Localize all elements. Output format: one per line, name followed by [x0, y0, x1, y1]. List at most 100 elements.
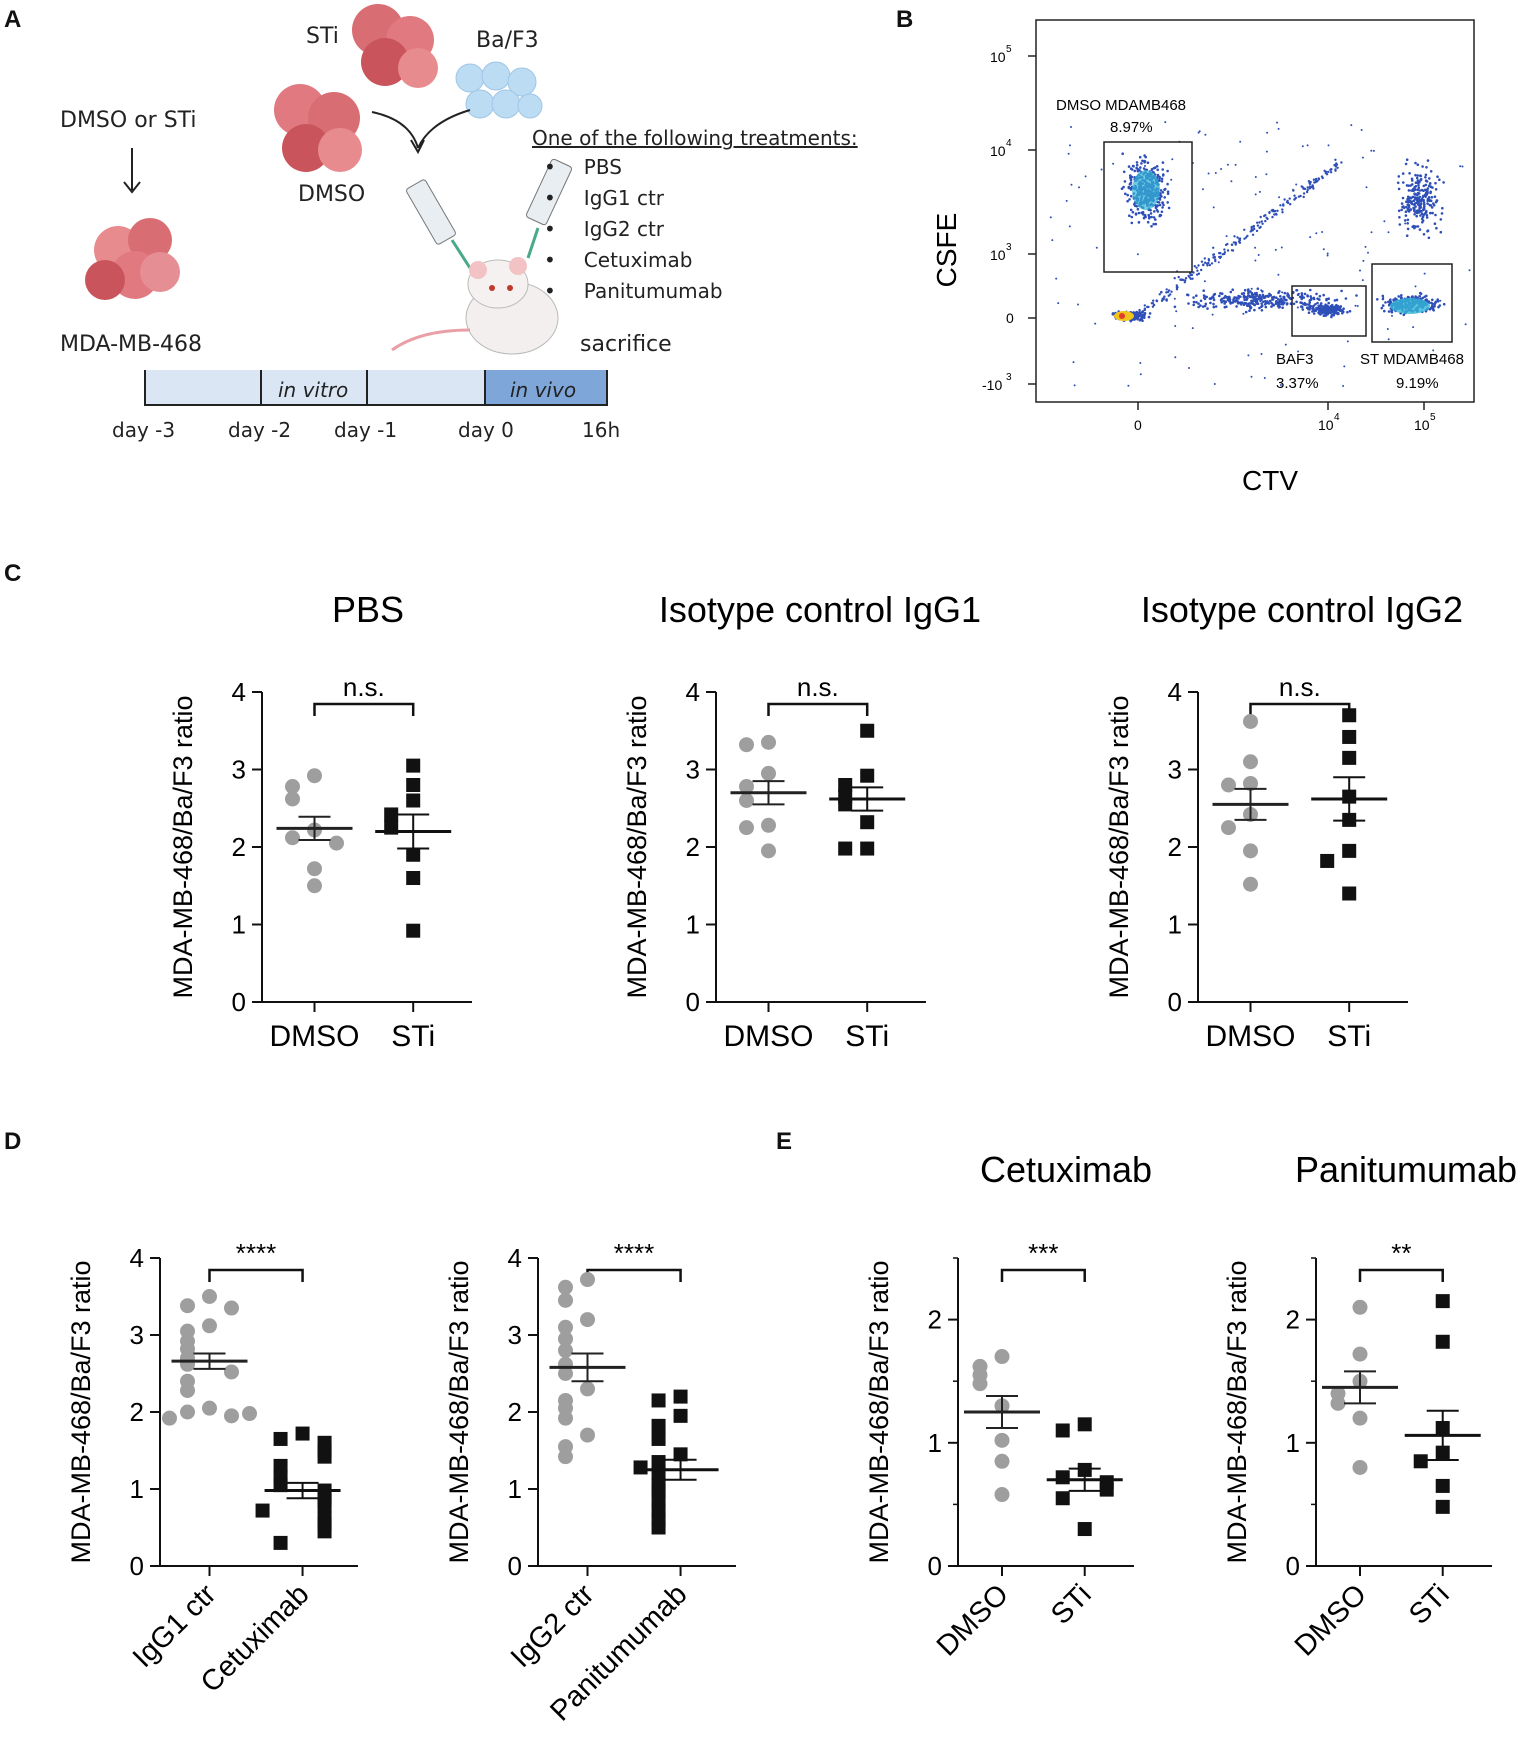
- flow-event-dot: [1158, 179, 1161, 182]
- flow-event-dot: [1255, 302, 1259, 305]
- flow-event-dot: [1243, 237, 1246, 240]
- significance-bracket: [767, 702, 869, 716]
- data-point: [651, 1418, 666, 1433]
- flow-event-dot: [1418, 294, 1421, 298]
- flow-event-dot: [1316, 301, 1319, 305]
- data-point: [1099, 1482, 1114, 1497]
- flow-event-dot: [1320, 310, 1324, 313]
- flow-event-dot: [1397, 295, 1400, 298]
- y-tick-label: 0: [928, 1551, 942, 1581]
- flow-event-dot: [1136, 169, 1140, 173]
- dmso-or-sti-label: DMSO or STi: [60, 108, 197, 133]
- flow-event-dot: [1122, 185, 1125, 189]
- flow-event-dot: [1439, 230, 1443, 234]
- data-point: [673, 1408, 688, 1423]
- flow-event-dot: [1209, 301, 1212, 305]
- significance-label: n.s.: [343, 672, 385, 702]
- flow-event-dot: [1231, 288, 1234, 292]
- flow-event-dot: [1126, 193, 1129, 197]
- flow-event-dot: [1220, 300, 1223, 304]
- flow-event-dot: [1289, 203, 1292, 206]
- flow-event-dot: [1255, 294, 1258, 298]
- flow-event-dot: [1150, 215, 1153, 219]
- flow-event-dot: [1332, 313, 1335, 317]
- flow-event-dot: [1406, 295, 1410, 299]
- flow-event-dot: [1408, 172, 1411, 175]
- flow-event-dot: [1468, 269, 1471, 272]
- day-label: day -3: [112, 418, 176, 442]
- data-point: [317, 1524, 332, 1539]
- flow-event-dot: [1190, 273, 1194, 277]
- flow-event-dot: [1424, 179, 1428, 182]
- flow-event-dot: [1250, 287, 1253, 290]
- flow-event-dot: [1426, 229, 1429, 233]
- data-point: [860, 815, 875, 830]
- flow-event-dot: [1258, 190, 1261, 193]
- flow-event-dot: [1165, 288, 1168, 291]
- flow-event-dot: [1173, 297, 1176, 300]
- flow-event-dot: [1219, 298, 1223, 302]
- flow-event-dot: [1421, 220, 1424, 224]
- significance-bracket: [586, 1268, 682, 1282]
- flow-event-dot: [1383, 220, 1386, 223]
- flow-event-dot: [1324, 314, 1328, 317]
- flow-event-dot: [1203, 261, 1207, 264]
- flow-event-dot: [1281, 208, 1284, 211]
- flow-event-dot: [1249, 290, 1252, 293]
- flow-ytick: 10: [990, 49, 1006, 65]
- panel-label-a: A: [4, 6, 22, 33]
- flow-event-dot: [1328, 308, 1332, 311]
- flow-event-dot: [1073, 384, 1076, 387]
- flow-event-dot: [1246, 294, 1250, 297]
- flow-event-dot: [1160, 177, 1164, 181]
- data-point: [994, 1432, 1010, 1448]
- timeline-tick: [366, 370, 368, 406]
- flow-event-dot: [1281, 291, 1284, 294]
- flow-event-dot: [1210, 262, 1214, 265]
- flow-event-dot: [1302, 296, 1305, 299]
- flow-event-dot: [1112, 162, 1115, 165]
- flow-event-dot: [1261, 293, 1265, 297]
- flow-event-dot: [1226, 297, 1230, 300]
- data-point: [1435, 1294, 1450, 1309]
- y-tick-label: 4: [130, 1243, 144, 1273]
- flow-event-dot: [1339, 309, 1343, 312]
- flow-event-dot: [1406, 222, 1409, 225]
- y-axis-label: MDA-MB-468/Ba/F3 ratio: [864, 1260, 894, 1563]
- flow-event-dot: [1436, 298, 1439, 301]
- flow-event-dot: [1268, 211, 1271, 215]
- flow-event-dot: [1246, 234, 1249, 238]
- flow-event-dot: [1250, 299, 1253, 303]
- flow-event-dot: [1218, 251, 1221, 255]
- flow-event-dot: [1420, 197, 1424, 201]
- flow-event-dot: [1212, 253, 1216, 256]
- flow-event-dot: [1297, 292, 1300, 295]
- flow-event-dot: [1322, 293, 1325, 297]
- flow-event-dot: [1399, 296, 1403, 299]
- data-point: [1243, 713, 1258, 729]
- flow-event-dot: [1070, 126, 1072, 128]
- flow-event-dot: [1402, 313, 1406, 317]
- flow-event-dot: [1280, 246, 1283, 249]
- flow-event-dot: [1250, 375, 1253, 378]
- flow-event-dot: [1131, 164, 1135, 168]
- flow-event-dot: [1429, 199, 1433, 203]
- flow-event-dot: [1314, 177, 1318, 181]
- flow-event-dot: [1277, 273, 1280, 276]
- data-point: [673, 1389, 688, 1404]
- flow-event-dot: [1315, 292, 1318, 296]
- flow-event-dot: [1138, 308, 1141, 312]
- flow-event-dot: [1308, 301, 1311, 304]
- flow-event-dot: [1279, 204, 1282, 207]
- flow-event-dot: [1243, 301, 1247, 305]
- flow-event-dot: [1300, 301, 1303, 305]
- flow-event-dot: [1416, 225, 1420, 228]
- data-point: [651, 1455, 666, 1470]
- treatments-list: • PBS • IgG1 ctr • IgG2 ctr • Cetuximab • Pan…: [544, 152, 723, 307]
- flow-event-dot: [1078, 186, 1080, 189]
- data-point: [994, 1487, 1010, 1503]
- flow-event-dot: [1269, 293, 1272, 297]
- data-point: [739, 737, 754, 753]
- flow-event-dot: [1432, 349, 1435, 352]
- flow-event-dot: [1301, 145, 1304, 148]
